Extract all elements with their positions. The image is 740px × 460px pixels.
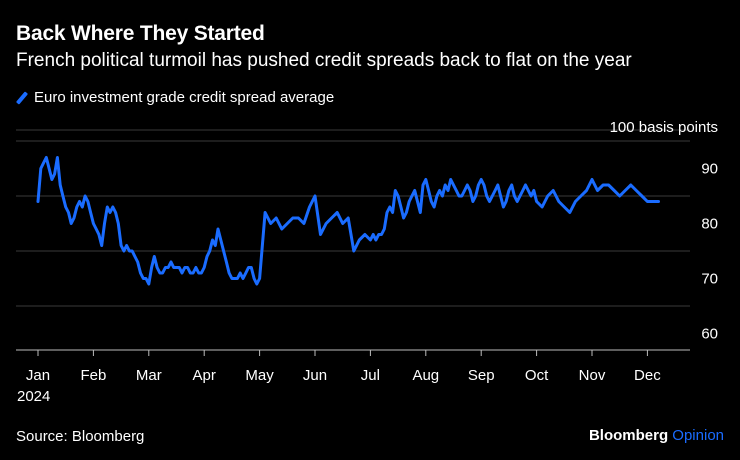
x-tick-label-aug: Aug (412, 367, 439, 384)
x-tick-label-mar: Mar (136, 367, 162, 384)
y-axis-label: 100 basis points (610, 119, 718, 136)
chart-title: Back Where They Started (16, 22, 265, 45)
x-tick-label-nov: Nov (579, 367, 606, 384)
legend-label: Euro investment grade credit spread aver… (34, 89, 335, 106)
x-tick-label-sep: Sep (468, 367, 495, 384)
brand-logo: Bloomberg Opinion (589, 427, 724, 444)
y-tick-label-70: 70 (701, 271, 718, 288)
chart-subtitle: French political turmoil has pushed cred… (16, 50, 632, 71)
x-tick-label-jun: Jun (303, 367, 327, 384)
y-tick-label-80: 80 (701, 216, 718, 233)
chart-legend: Euro investment grade credit spread aver… (15, 89, 335, 106)
x-tick-label-jan: Jan (26, 367, 50, 384)
x-tick-label-dec: Dec (634, 367, 661, 384)
source-note: Source: Bloomberg (16, 428, 145, 445)
chart-axis-ticks (37, 350, 648, 356)
y-tick-label-60: 60 (701, 326, 718, 343)
x-axis-year-label: 2024 (17, 388, 50, 405)
x-tick-label-feb: Feb (80, 367, 106, 384)
x-tick-label-jul: Jul (361, 367, 380, 384)
series-line-0 (36, 156, 660, 286)
x-tick-label-oct: Oct (525, 367, 549, 384)
x-tick-label-apr: Apr (193, 367, 216, 384)
x-axis-labels: Jan Feb Mar Apr May Jun Jul Aug Sep Oct Nov Dec (26, 367, 661, 384)
chart-grid: 60 70 80 90 (16, 129, 718, 351)
series-group (36, 156, 660, 286)
brand-name: Bloomberg (588, 427, 669, 444)
y-tick-label-90: 90 (701, 161, 718, 178)
x-tick-label-may: May (245, 367, 274, 384)
brand-suffix: Opinion (672, 427, 724, 444)
